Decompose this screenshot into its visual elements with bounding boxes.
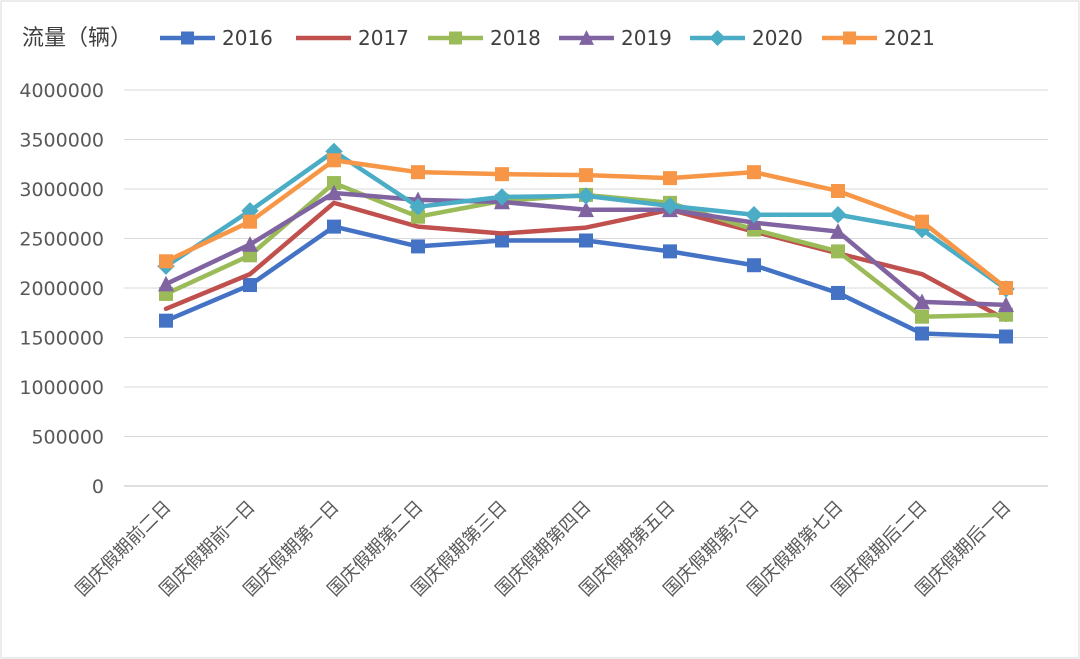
data-point [327, 219, 341, 234]
legend-item-2016: 2016 [160, 26, 273, 50]
y-axis-title: 流量（辆） [22, 26, 132, 51]
data-point [998, 296, 1014, 313]
y-tick-label: 1500000 [19, 328, 104, 350]
data-point [999, 281, 1013, 295]
data-point [915, 214, 929, 229]
data-point [326, 184, 342, 201]
data-point [327, 153, 341, 168]
data-point [242, 236, 258, 252]
data-point [243, 214, 257, 229]
legend-label: 2017 [358, 26, 409, 50]
series-2021 [159, 153, 1013, 295]
legend-item-2018: 2018 [428, 26, 541, 50]
data-point [579, 233, 593, 248]
data-point [747, 258, 761, 273]
data-point [831, 183, 845, 198]
data-point [663, 244, 677, 259]
series-2016 [159, 219, 1013, 344]
legend-label: 2020 [752, 26, 803, 50]
data-point [745, 206, 763, 224]
data-point [495, 167, 509, 182]
legend-item-2019: 2019 [559, 26, 672, 50]
data-point [579, 168, 593, 183]
data-point [661, 197, 679, 215]
legend-item-2017: 2017 [296, 26, 409, 50]
data-point [327, 176, 341, 191]
y-tick-label: 3000000 [19, 179, 104, 201]
data-point [411, 165, 425, 180]
data-point [831, 244, 845, 259]
data-point [159, 254, 173, 269]
data-point [579, 30, 594, 45]
data-point [449, 31, 462, 45]
data-point [915, 309, 929, 324]
legend: 2016 2017 2018 2019 2020 2021 [160, 26, 935, 50]
data-point [158, 275, 174, 292]
y-tick-label: 0 [92, 476, 104, 498]
data-point [709, 29, 726, 47]
y-axis-ticks: 0 500000 1000000 1500000 2000000 2500000 30000… [19, 80, 104, 498]
data-point [999, 329, 1013, 344]
legend-item-2020: 2020 [690, 26, 803, 50]
series-line [163, 200, 1009, 322]
data-point [915, 326, 929, 341]
data-point [843, 31, 856, 45]
data-point [243, 248, 257, 263]
y-tick-label: 1000000 [19, 377, 104, 399]
data-point [411, 209, 425, 224]
legend-label: 2016 [222, 26, 273, 50]
y-tick-label: 2000000 [19, 278, 104, 300]
data-point [830, 223, 846, 239]
data-point [411, 239, 425, 254]
data-point [495, 233, 509, 248]
data-point [181, 31, 194, 45]
data-point [577, 187, 595, 205]
series-lines [157, 142, 1015, 344]
data-point [409, 198, 427, 216]
y-tick-label: 2500000 [19, 229, 104, 251]
series-2019 [158, 184, 1014, 313]
y-tick-label: 500000 [31, 427, 104, 449]
data-point [159, 313, 173, 328]
data-point [241, 202, 259, 220]
legend-label: 2018 [490, 26, 541, 50]
data-point [914, 293, 930, 310]
data-point [578, 201, 594, 218]
legend-item-2021: 2021 [822, 26, 935, 50]
data-point [663, 171, 677, 186]
data-point [829, 206, 847, 224]
series-2017 [163, 200, 1009, 322]
y-tick-label: 3500000 [19, 130, 104, 152]
legend-label: 2021 [884, 26, 935, 50]
y-tick-label: 4000000 [19, 80, 104, 102]
data-point [747, 165, 761, 180]
data-point [243, 278, 257, 293]
data-point [831, 285, 845, 300]
data-point [493, 188, 511, 206]
legend-label: 2019 [621, 26, 672, 50]
